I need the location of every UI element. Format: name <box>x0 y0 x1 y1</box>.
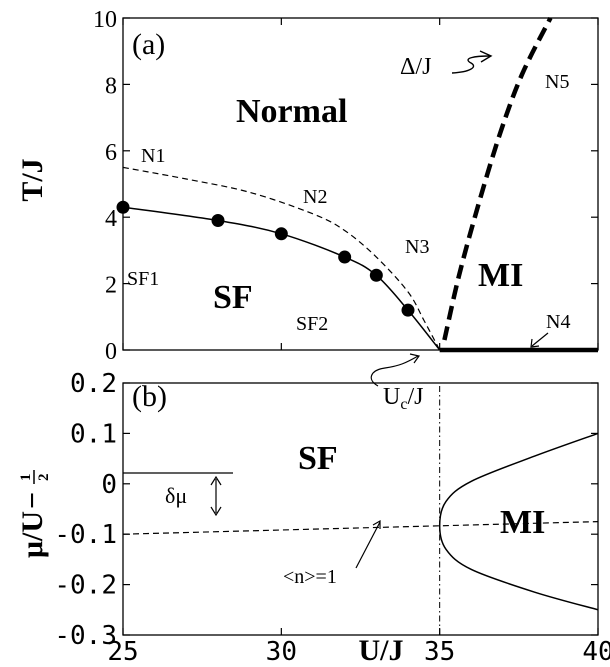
sf-phase-label-a: SF <box>213 279 253 316</box>
n2-label: N2 <box>303 186 327 208</box>
y-tick-label: -0.3 <box>54 621 117 651</box>
data-point-marker <box>369 268 383 282</box>
data-point-marker <box>338 250 352 264</box>
y-tick-label: -0.1 <box>54 520 117 550</box>
data-point-marker <box>211 214 225 228</box>
mi-phase-label-a: MI <box>478 257 523 294</box>
critical-point-label: Uc/J <box>383 384 423 413</box>
plot-frames <box>122 17 599 636</box>
panel-b-y-axis-label: μ/U − 1 2 <box>16 470 52 558</box>
plot-data-layer <box>116 16 599 635</box>
y-tick-label: 4 <box>105 206 117 232</box>
uc-arrow <box>370 355 419 387</box>
y-tick-label: 0.1 <box>70 419 117 449</box>
x-tick-label: 35 <box>424 637 455 667</box>
data-point-marker <box>116 200 130 214</box>
tick-layer: 0 2 4 6 8 10 0.2 0.1 0 -0.1 -0.2 -0.325 30 35 40 <box>54 7 610 667</box>
filling-arrowhead <box>372 519 381 529</box>
mi-phase-label-b: MI <box>500 504 545 541</box>
x-tick-label: 30 <box>266 637 297 667</box>
delta-mu-arrow-top <box>210 475 222 486</box>
delta-arrowhead <box>479 50 493 63</box>
n4-arrowhead <box>530 338 540 348</box>
x-tick-label: 40 <box>582 637 610 667</box>
data-point-marker <box>401 303 415 317</box>
delta-gap-label: Δ/J <box>400 54 431 80</box>
sf2-label: SF2 <box>296 313 328 335</box>
y-label-frac-num: 1 <box>18 474 34 482</box>
y-tick-label: 0 <box>105 339 117 365</box>
uc-arrowhead <box>409 353 421 364</box>
n3-label: N3 <box>405 236 429 258</box>
data-point-marker <box>274 227 288 241</box>
y-tick-label: 0.2 <box>70 369 117 399</box>
n4-arrow <box>531 332 549 347</box>
y-tick-label: 0 <box>101 470 117 500</box>
delta-mu-label: δμ <box>165 483 187 508</box>
gap-curve <box>442 16 553 341</box>
panel-b-label: (b) <box>132 380 167 413</box>
y-tick-label: 6 <box>105 140 117 166</box>
n4-label: N4 <box>546 311 570 333</box>
plot-frame <box>122 17 599 351</box>
dashed-curve <box>122 521 599 535</box>
delta-arrow <box>451 55 491 74</box>
dashed-curve <box>122 166 441 351</box>
x-tick-label: 25 <box>107 637 138 667</box>
panel-a-label: (a) <box>132 28 165 61</box>
x-axis-label: U/J <box>359 634 404 667</box>
filling-label: <n>=1 <box>283 566 337 588</box>
y-tick-label: 10 <box>93 7 117 33</box>
n1-label: N1 <box>141 145 165 167</box>
sf1-label: SF1 <box>127 268 159 290</box>
y-label-frac-den: 2 <box>36 474 52 482</box>
panel-a-y-axis-label: T/J <box>16 158 49 201</box>
filling-arrow <box>355 521 381 569</box>
normal-phase-label: Normal <box>236 93 347 130</box>
y-tick-label: -0.2 <box>54 571 117 601</box>
y-tick-label: 2 <box>105 273 117 299</box>
delta-mu-arrow-bottom <box>210 506 222 517</box>
y-label-minus: − <box>16 492 49 509</box>
y-label-main: μ/U <box>16 511 49 558</box>
n5-label: N5 <box>545 71 569 93</box>
y-tick-label: 8 <box>105 73 117 99</box>
plot-frame <box>122 382 599 636</box>
sf-phase-label-b: SF <box>298 440 338 477</box>
